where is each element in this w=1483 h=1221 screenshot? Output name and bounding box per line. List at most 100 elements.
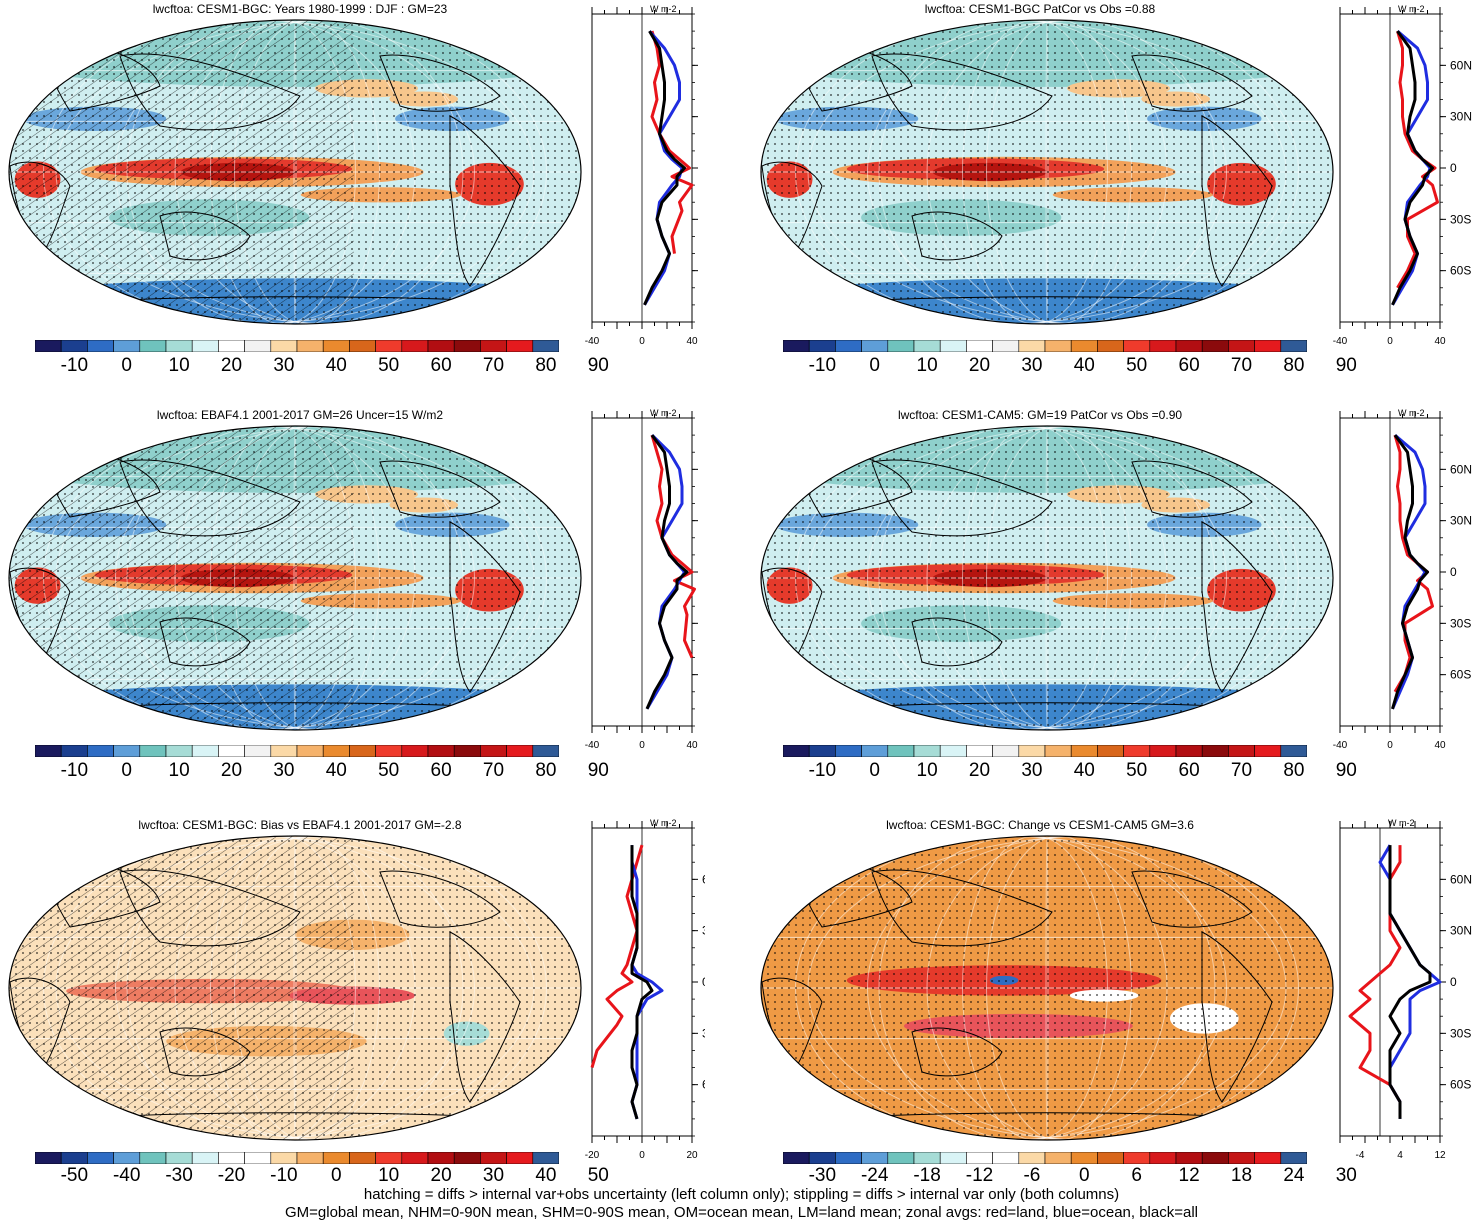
colorbar-swatch — [992, 1152, 1020, 1164]
colorbar-swatch — [1228, 340, 1255, 352]
colorbar-swatch — [1149, 340, 1177, 352]
colorbar-swatch — [375, 745, 403, 757]
colorbar-swatch — [427, 340, 455, 352]
colorbar-swatch — [427, 745, 455, 757]
colorbar-swatch — [296, 340, 324, 352]
colorbar-swatch — [966, 1152, 993, 1164]
colorbar-tick-label: 20 — [430, 1165, 452, 1186]
panel-title: lwcftoa: CESM1-BGC: Years 1980-1999 : DJ… — [152, 2, 448, 16]
x-tick-label: 40 — [1434, 740, 1446, 751]
panel-title: lwcftoa: CESM1-BGC: Change vs CESM1-CAM5… — [886, 818, 1194, 832]
colorbar-swatch — [349, 745, 376, 757]
colorbar-swatch — [270, 1152, 298, 1164]
colorbar — [35, 340, 559, 352]
zonal-profile: W m-2 60N 30N 0 30S 60S -4 4 12 — [1339, 818, 1472, 1161]
world-map — [8, 425, 582, 731]
colorbar-tick-label: 60 — [1178, 760, 1200, 781]
colorbar-swatch — [218, 1152, 245, 1164]
colorbar-tick-label: 50 — [1126, 355, 1148, 376]
colorbar-tick-label: -40 — [112, 1165, 141, 1186]
colorbar-swatch — [480, 340, 507, 352]
lat-tick-label: 60S — [1450, 668, 1471, 682]
lat-tick-label: 30N — [1450, 110, 1472, 124]
zonal-series-all — [630, 845, 654, 1120]
panel-title: lwcftoa: CESM1-BGC: Bias vs EBAF4.1 2001… — [138, 818, 462, 832]
colorbar-swatch — [60, 745, 88, 757]
x-tick-label: 4 — [1397, 1150, 1403, 1161]
map-border — [760, 835, 1334, 1141]
colorbar-swatch — [861, 340, 889, 352]
colorbar-tick-label: -30 — [165, 1165, 193, 1186]
colorbar-tick-label: 50 — [378, 760, 400, 781]
lat-tick-label: 0 — [702, 975, 705, 989]
zonal-series-land — [1396, 30, 1439, 289]
colorbar-tick-label: 30 — [1335, 1165, 1357, 1186]
colorbar-swatch — [1254, 745, 1282, 757]
x-tick-label: -4 — [1356, 1150, 1365, 1161]
colorbar-swatch — [966, 340, 993, 352]
units-label: W m-2 — [650, 4, 677, 14]
x-tick-label: 20 — [686, 1150, 698, 1161]
colorbar-swatch — [60, 340, 88, 352]
lat-tick-label: 0 — [1450, 161, 1457, 175]
lat-tick-label: 60N — [1450, 872, 1472, 886]
colorbar-swatch — [808, 340, 836, 352]
colorbar-swatch — [506, 745, 534, 757]
zonal-profile: W m-2 60N 30N 0 30S 60S -20 0 20 — [585, 818, 705, 1161]
colorbar-tick-label: -10 — [60, 760, 89, 781]
colorbar-swatch — [191, 745, 219, 757]
colorbar-tick-label: 10 — [378, 1165, 400, 1186]
colorbar-tick-label: -10 — [808, 355, 837, 376]
lat-tick-label: 30S — [1450, 616, 1471, 630]
colorbar-swatch — [87, 340, 114, 352]
zonal-series-land — [590, 844, 644, 1069]
panel-title: lwcftoa: CESM1-BGC PatCor vs Obs =0.88 — [924, 2, 1156, 16]
lat-tick-label: 30S — [1450, 1026, 1471, 1040]
world-map — [760, 835, 1334, 1141]
colorbar-swatch — [191, 340, 219, 352]
colorbar-tick-label: 20 — [968, 760, 991, 781]
colorbar-tick-label: 50 — [587, 1165, 609, 1186]
colorbar-tick-label: 80 — [1283, 760, 1305, 781]
hatching — [9, 426, 354, 730]
panel-title: lwcftoa: CESM1-CAM5: GM=19 PatCor vs Obs… — [897, 408, 1183, 422]
lat-tick-label: 0 — [1450, 565, 1457, 579]
colorbar-tick-label: 20 — [220, 355, 243, 376]
colorbar-tick-label: 40 — [1073, 355, 1095, 376]
colorbar-tick-label: 12 — [1178, 1165, 1200, 1186]
colorbar-swatch — [375, 340, 403, 352]
colorbar-swatch — [1070, 1152, 1098, 1164]
colorbar-swatch — [35, 745, 62, 757]
x-tick-label: 0 — [639, 740, 645, 751]
footer-line-1: hatching = diffs > internal var+obs unce… — [363, 1186, 1120, 1203]
colorbar-swatch — [783, 1152, 810, 1164]
colorbar-tick-label: 30 — [1021, 760, 1043, 781]
colorbar-swatch — [453, 340, 481, 352]
colorbar-swatch — [427, 1152, 455, 1164]
colorbar-swatch — [783, 745, 810, 757]
colorbar-swatch — [913, 340, 941, 352]
colorbar-tick-label: -24 — [860, 1165, 889, 1186]
colorbar-tick-label: -12 — [965, 1165, 994, 1186]
colorbar-swatch — [1280, 745, 1307, 757]
colorbar-tick-label: 80 — [535, 355, 557, 376]
colorbar-swatch — [939, 745, 967, 757]
zonal-series-all — [1388, 845, 1432, 1119]
colorbar-swatch — [1097, 340, 1124, 352]
colorbar-swatch — [1149, 1152, 1177, 1164]
map-border — [8, 835, 582, 1141]
colorbar-tick-label: 0 — [331, 1165, 342, 1186]
colorbar-swatch — [939, 1152, 967, 1164]
colorbar-tick-label: 60 — [430, 355, 452, 376]
colorbar-swatch — [244, 340, 272, 352]
colorbar-swatch — [165, 340, 193, 352]
x-tick-label: 40 — [1434, 336, 1446, 347]
lat-tick-label: 30N — [1450, 924, 1472, 938]
x-tick-label: -40 — [1333, 336, 1348, 347]
lat-tick-label: 60N — [1450, 462, 1472, 476]
colorbar-swatch — [218, 340, 245, 352]
colorbar-swatch — [532, 340, 559, 352]
zonal-series-land — [650, 30, 694, 254]
colorbar-swatch — [322, 340, 350, 352]
x-tick-label: -40 — [585, 336, 600, 347]
